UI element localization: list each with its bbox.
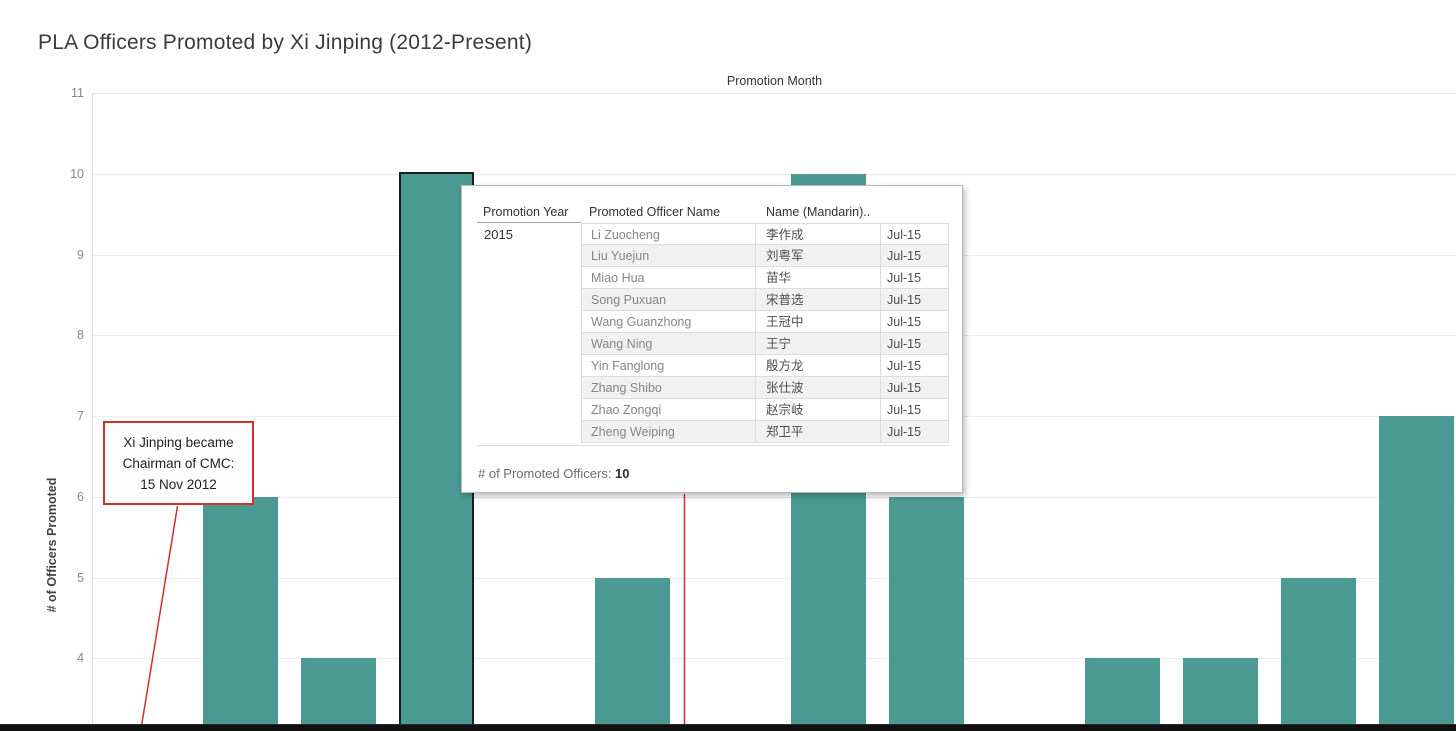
tooltip-column-header-mandarin-name: Name (Mandarin).. [766, 205, 871, 219]
tooltip-summary-label: # of Promoted Officers: [478, 466, 616, 481]
y-tick-label-4: 4 [77, 651, 84, 666]
mandarin-name-cell: 郑卫平 [756, 421, 881, 442]
officer-name-cell: Song Puxuan [581, 289, 756, 310]
gridline-11 [93, 93, 1456, 95]
promotion-month-cell: Jul-15 [881, 311, 949, 332]
annotation-line: Chairman of CMC: [122, 455, 235, 471]
promotion-month-cell: Jul-15 [881, 421, 949, 442]
tooltip-table-row: Zhao Zongqi 赵宗岐 Jul-15 [581, 399, 949, 421]
gridline-6 [93, 496, 1456, 498]
mandarin-name-cell: 苗华 [756, 267, 881, 288]
y-tick-label-9: 9 [77, 247, 84, 262]
mandarin-name-cell: 王冠中 [756, 311, 881, 332]
bar[interactable] [1379, 416, 1454, 731]
mandarin-name-cell: 赵宗岐 [756, 399, 881, 420]
bottom-edge-strip [0, 724, 1456, 731]
tooltip-divider [477, 445, 949, 446]
bar[interactable] [595, 577, 670, 731]
tooltip-table-row: Yin Fanglong 殷方龙 Jul-15 [581, 355, 949, 377]
bar[interactable] [1281, 577, 1356, 731]
annotation-line: Xi Jinping became [123, 434, 234, 450]
y-tick-label-8: 8 [77, 328, 84, 343]
officer-name-cell: Liu Yuejun [581, 245, 756, 266]
bar[interactable] [203, 496, 278, 731]
tooltip-table-row: Zheng Weiping 郑卫平 Jul-15 [581, 421, 949, 443]
officer-name-cell: Zhao Zongqi [581, 399, 756, 420]
promotion-month-cell: Jul-15 [881, 245, 949, 266]
bar[interactable] [1183, 658, 1258, 731]
tooltip-table-row: Liu Yuejun 刘粤军 Jul-15 [581, 245, 949, 267]
gridline-5 [93, 577, 1456, 579]
y-tick-label-5: 5 [77, 570, 84, 585]
y-tick-label-6: 6 [77, 489, 84, 504]
hover-tooltip: Promotion Year Promoted Officer Name Nam… [461, 185, 963, 493]
officer-name-cell: Zheng Weiping [581, 421, 756, 442]
tooltip-promotion-year-value: 2015 [484, 227, 513, 242]
bar[interactable] [1085, 658, 1160, 731]
promotion-month-cell: Jul-15 [881, 377, 949, 398]
mandarin-name-cell: 刘粤军 [756, 245, 881, 266]
promotion-month-cell: Jul-15 [881, 355, 949, 376]
tooltip-table-row: Zhang Shibo 张仕波 Jul-15 [581, 377, 949, 399]
officer-name-cell: Zhang Shibo [581, 377, 756, 398]
gridline-4 [93, 658, 1456, 660]
tooltip-summary-value: 10 [615, 466, 630, 481]
mandarin-name-cell: 王宁 [756, 333, 881, 354]
mandarin-name-cell: 殷方龙 [756, 355, 881, 376]
tooltip-table-row: Wang Ning 王宁 Jul-15 [581, 333, 949, 355]
officer-name-cell: Wang Ning [581, 333, 756, 354]
officer-name-cell: Miao Hua [581, 267, 756, 288]
tooltip-header-underline [477, 222, 581, 223]
x-axis-title: Promotion Month [726, 74, 823, 88]
officer-name-cell: Yin Fanglong [581, 355, 756, 376]
tooltip-table-row: Song Puxuan 宋普选 Jul-15 [581, 289, 949, 311]
mandarin-name-cell: 宋普选 [756, 289, 881, 310]
tooltip-officer-table: Li Zuocheng 李作成 Jul-15 Liu Yuejun 刘粤军 Jul-15 M… [581, 223, 949, 443]
tooltip-table-row: Li Zuocheng 李作成 Jul-15 [581, 223, 949, 245]
gridline-10 [93, 174, 1456, 175]
bar[interactable] [889, 496, 964, 731]
y-axis-line [92, 93, 93, 731]
page-title: PLA Officers Promoted by Xi Jinping (201… [38, 31, 533, 54]
annotation-line: 15 Nov 2012 [140, 476, 217, 492]
tooltip-summary: # of Promoted Officers: 10 [478, 466, 630, 481]
annotation-box: Xi Jinping became Chairman of CMC: 15 No… [103, 421, 254, 505]
promotion-month-cell: Jul-15 [881, 333, 949, 354]
tooltip-table-row: Wang Guanzhong 王冠中 Jul-15 [581, 311, 949, 333]
y-tick-label-10: 10 [70, 167, 84, 181]
bar[interactable] [301, 658, 376, 731]
mandarin-name-cell: 李作成 [756, 224, 881, 244]
tooltip-table-row: Miao Hua 苗华 Jul-15 [581, 267, 949, 289]
y-tick-label-11: 11 [71, 86, 84, 101]
promotion-month-cell: Jul-15 [881, 224, 949, 244]
tooltip-column-header-promotion-year: Promotion Year [483, 205, 569, 219]
tooltip-column-header-officer-name: Promoted Officer Name [589, 205, 721, 219]
mandarin-name-cell: 张仕波 [756, 377, 881, 398]
promotion-month-cell: Jul-15 [881, 289, 949, 310]
y-tick-label-7: 7 [77, 409, 84, 424]
promotion-month-cell: Jul-15 [881, 399, 949, 420]
officer-name-cell: Wang Guanzhong [581, 311, 756, 332]
promotion-month-cell: Jul-15 [881, 267, 949, 288]
officer-name-cell: Li Zuocheng [581, 224, 756, 244]
